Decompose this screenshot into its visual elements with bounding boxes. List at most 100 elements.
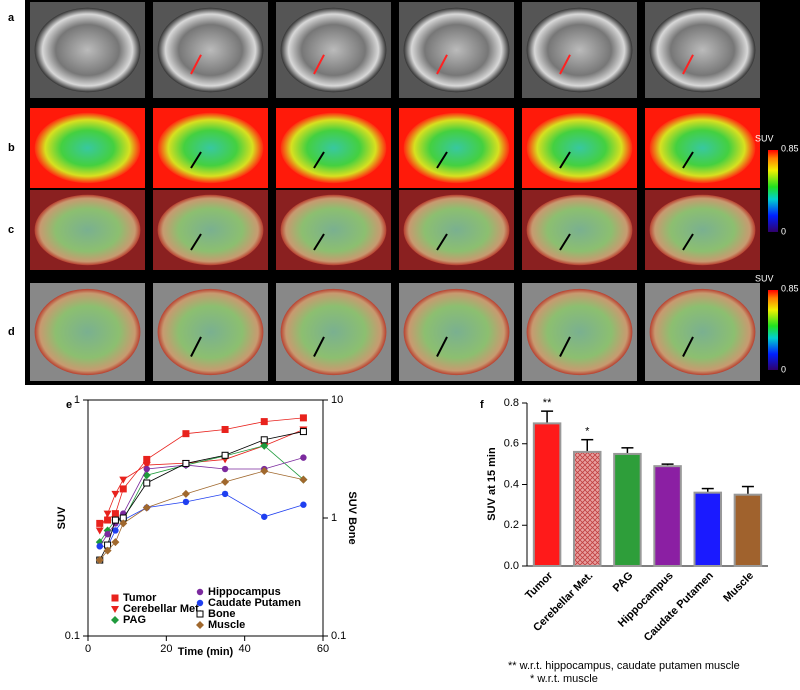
bar xyxy=(613,452,642,567)
legend-marker xyxy=(111,616,119,624)
arrow xyxy=(190,151,202,169)
panel-label: c xyxy=(8,224,14,236)
marker xyxy=(119,519,128,528)
marker xyxy=(260,418,268,426)
y2-tick-label: 1 xyxy=(331,512,337,524)
arrow xyxy=(559,336,571,357)
y-tick-label: 0.4 xyxy=(504,478,519,490)
brain-section xyxy=(403,7,510,93)
brain-section xyxy=(526,194,633,266)
arrow xyxy=(436,233,448,251)
y-axis-label: SUV xyxy=(56,506,68,529)
x-tick-label: 20 xyxy=(160,643,172,655)
marker xyxy=(182,430,190,438)
brain-section xyxy=(157,7,264,93)
x-tick-label: Muscle xyxy=(721,570,756,605)
colorbar-min: 0 xyxy=(781,226,786,236)
marker xyxy=(182,498,190,506)
marker xyxy=(221,451,229,459)
panel-label: f xyxy=(480,399,484,411)
marker xyxy=(143,479,151,487)
marker xyxy=(119,476,128,484)
colorbar-max: 0.85 xyxy=(781,283,799,293)
marker xyxy=(221,490,229,498)
arrow xyxy=(313,336,325,357)
y-tick-label: 0.1 xyxy=(65,630,80,642)
y2-tick-label: 0.1 xyxy=(331,630,346,642)
arrow xyxy=(190,336,202,357)
legend-label: PAG xyxy=(123,614,146,626)
bar xyxy=(693,491,723,567)
brain-section xyxy=(526,7,633,93)
colorbar xyxy=(768,150,778,232)
colorbar-title: SUV xyxy=(755,273,774,283)
arrow xyxy=(190,233,202,251)
arrow xyxy=(682,336,694,357)
brain-section xyxy=(526,112,633,184)
series-line xyxy=(99,493,304,547)
significance: ** xyxy=(543,397,552,409)
marker xyxy=(143,455,151,463)
marker xyxy=(95,555,104,564)
marker xyxy=(300,454,307,461)
marker xyxy=(221,425,229,433)
marker xyxy=(299,475,308,484)
brain-section xyxy=(280,7,387,93)
arrow xyxy=(436,336,448,357)
marker xyxy=(103,510,112,518)
colorbar-min: 0 xyxy=(781,364,786,374)
panel-label: b xyxy=(8,142,15,154)
y-tick-label: 1 xyxy=(74,394,80,406)
x-axis-label: Time (min) xyxy=(178,646,234,658)
marker xyxy=(299,428,307,436)
colorbar-max: 0.85 xyxy=(781,143,799,153)
bar xyxy=(532,422,562,567)
brain-section xyxy=(280,288,387,376)
marker xyxy=(111,490,120,498)
colorbar xyxy=(768,290,778,370)
marker xyxy=(142,462,151,470)
x-tick-label: 0 xyxy=(85,643,91,655)
series-line xyxy=(99,470,304,561)
panel-label: d xyxy=(8,326,15,338)
legend-label: Muscle xyxy=(208,619,245,631)
marker xyxy=(260,467,269,476)
y-tick-label: 0.6 xyxy=(504,438,519,450)
marker xyxy=(260,436,268,444)
marker xyxy=(95,527,104,535)
brain-section xyxy=(34,7,141,93)
panel-label: a xyxy=(8,12,15,24)
brain-section xyxy=(34,194,141,266)
legend-marker xyxy=(196,588,204,596)
marker xyxy=(104,530,111,538)
marker xyxy=(142,503,151,512)
brain-section xyxy=(157,288,264,376)
marker xyxy=(181,489,190,498)
bar xyxy=(572,450,602,567)
footnote: * w.r.t. muscle xyxy=(530,673,598,685)
marker xyxy=(111,510,119,518)
panel-label: e xyxy=(66,399,72,411)
arrow xyxy=(436,54,448,75)
marker xyxy=(96,543,103,550)
brain-section xyxy=(526,288,633,376)
brain-section xyxy=(403,194,510,266)
x-tick-label: Caudate Putamen xyxy=(642,570,716,644)
brain-section xyxy=(649,112,756,184)
marker xyxy=(261,513,268,520)
legend-label: Hippocampus xyxy=(208,586,281,598)
arrow xyxy=(559,233,571,251)
brain-section xyxy=(649,288,756,376)
legend-marker xyxy=(196,621,204,629)
marker xyxy=(111,538,120,547)
brain-section xyxy=(280,112,387,184)
arrow xyxy=(436,151,448,169)
x-tick-label: 60 xyxy=(317,643,329,655)
series-line xyxy=(99,431,304,561)
brain-section xyxy=(157,194,264,266)
footnote: ** w.r.t. hippocampus, caudate putamen m… xyxy=(508,660,740,672)
brain-section xyxy=(649,194,756,266)
bar xyxy=(733,493,763,567)
brain-section xyxy=(403,288,510,376)
arrow xyxy=(682,151,694,169)
